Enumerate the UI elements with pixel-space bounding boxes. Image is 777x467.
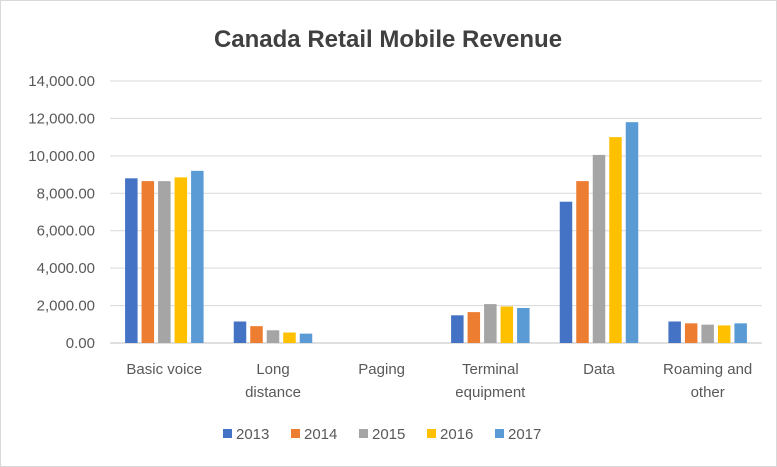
- x-tick-label: other: [691, 384, 725, 401]
- bar-2015-4: [592, 154, 606, 343]
- x-tick-label: Paging: [358, 361, 405, 378]
- y-tick-label: 10,000.00: [28, 148, 95, 165]
- legend-swatch-2017: [495, 429, 504, 438]
- bar-2016-1: [283, 332, 296, 343]
- legend: 2013 2014 2015 2016 2017: [223, 426, 541, 443]
- legend-label-2014: 2014: [304, 426, 337, 443]
- bar-2014-4: [576, 181, 589, 343]
- legend-label-2016: 2016: [440, 426, 473, 443]
- legend-swatch-2013: [223, 429, 232, 438]
- bar-2017-5: [734, 323, 747, 343]
- bar-2014-5: [684, 323, 698, 343]
- legend-swatch-2016: [427, 429, 436, 438]
- legend-swatch-2014: [291, 429, 300, 438]
- x-tick-label: distance: [245, 384, 301, 401]
- bar-2015-0: [158, 181, 171, 343]
- y-tick-label: 4,000.00: [37, 260, 95, 277]
- bar-2016-0: [174, 177, 188, 343]
- bar-2014-0: [141, 181, 155, 343]
- x-tick-label: Roaming and: [663, 361, 752, 378]
- legend-label-2017: 2017: [508, 426, 541, 443]
- x-axis-labels: Basic voice Long distance Paging Terminal equ…: [126, 361, 752, 401]
- y-tick-label: 0.00: [66, 335, 95, 352]
- y-axis-ticks: 0.00 2,000.00 4,000.00 6,000.00 8,000.00 10,0…: [28, 73, 95, 352]
- chart-title: Canada Retail Mobile Revenue: [214, 26, 562, 53]
- bar-2015-3: [484, 304, 497, 343]
- bar-2015-1: [266, 330, 280, 343]
- legend-swatch-2015: [359, 429, 368, 438]
- x-tick-label: Basic voice: [126, 361, 202, 378]
- legend-label-2013: 2013: [236, 426, 269, 443]
- bars: [125, 122, 747, 344]
- bar-2013-4: [559, 201, 573, 343]
- bar-2016-4: [609, 137, 622, 343]
- x-tick-label: Terminal: [462, 361, 519, 378]
- y-tick-label: 14,000.00: [28, 73, 95, 90]
- gridlines: [110, 80, 762, 344]
- y-tick-label: 12,000.00: [28, 110, 95, 127]
- legend-label-2015: 2015: [372, 426, 405, 443]
- bar-2015-5: [701, 324, 714, 343]
- bar-2013-3: [451, 315, 464, 343]
- bar-2016-5: [717, 325, 731, 343]
- x-tick-label: Data: [583, 361, 615, 378]
- bar-2013-0: [125, 178, 138, 343]
- x-tick-label: Long: [256, 361, 289, 378]
- bar-2014-3: [467, 312, 481, 343]
- bar-2017-0: [191, 170, 204, 343]
- bar-2013-1: [233, 321, 247, 343]
- bar-2017-4: [625, 122, 639, 344]
- y-tick-label: 6,000.00: [37, 223, 95, 240]
- y-tick-label: 8,000.00: [37, 185, 95, 202]
- y-tick-label: 2,000.00: [37, 298, 95, 315]
- x-tick-label: equipment: [455, 384, 526, 401]
- bar-2017-1: [299, 333, 313, 343]
- bar-2017-3: [517, 308, 530, 343]
- bar-2013-5: [668, 321, 681, 343]
- bar-2014-1: [250, 326, 263, 343]
- bar-2016-3: [500, 306, 514, 343]
